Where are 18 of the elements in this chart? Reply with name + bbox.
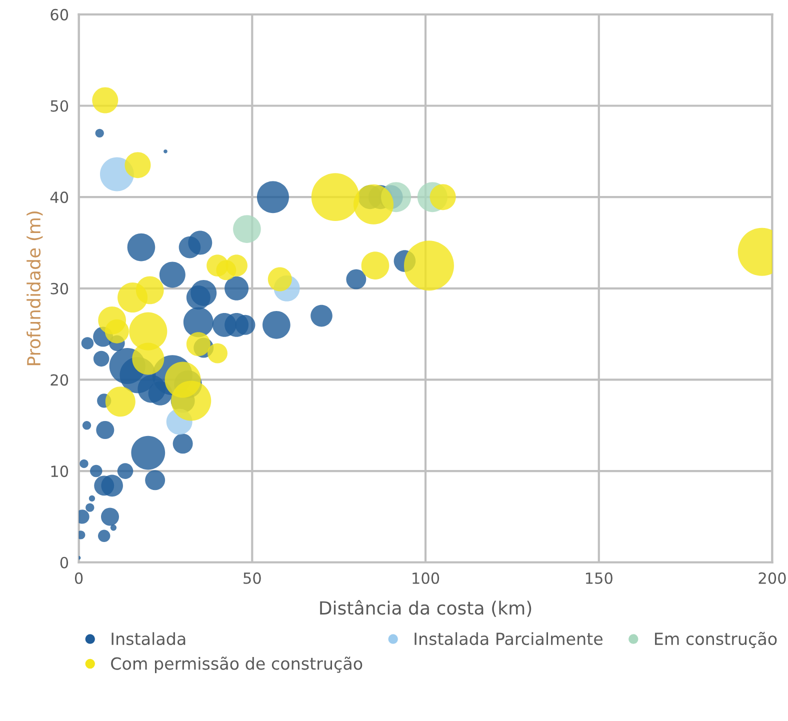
y-tick-label: 50	[50, 100, 68, 112]
legend-label: Com permissão de construção	[111, 656, 362, 674]
x-tick-label: 0	[74, 572, 83, 584]
legend-label: Instalada	[112, 632, 186, 646]
y-tick-label: 40	[50, 192, 68, 204]
y-tick-label: 20	[50, 374, 68, 386]
y-axis-title: Profundidade (m)	[26, 212, 43, 366]
x-tick-label: 200	[758, 572, 786, 584]
x-tick-label: 100	[412, 572, 440, 584]
legend-label: Instalada Parcialmente	[414, 632, 603, 646]
legend-label: Em construção	[655, 632, 777, 648]
y-tick-label: 30	[50, 282, 68, 294]
y-tick-label: 0	[60, 556, 68, 568]
y-tick-label: 60	[50, 8, 68, 20]
x-tick-label: 150	[586, 572, 612, 584]
x-tick-label: 50	[244, 572, 261, 584]
x-axis-title: Distância da costa (km)	[320, 600, 532, 617]
y-tick-label: 10	[51, 466, 68, 478]
